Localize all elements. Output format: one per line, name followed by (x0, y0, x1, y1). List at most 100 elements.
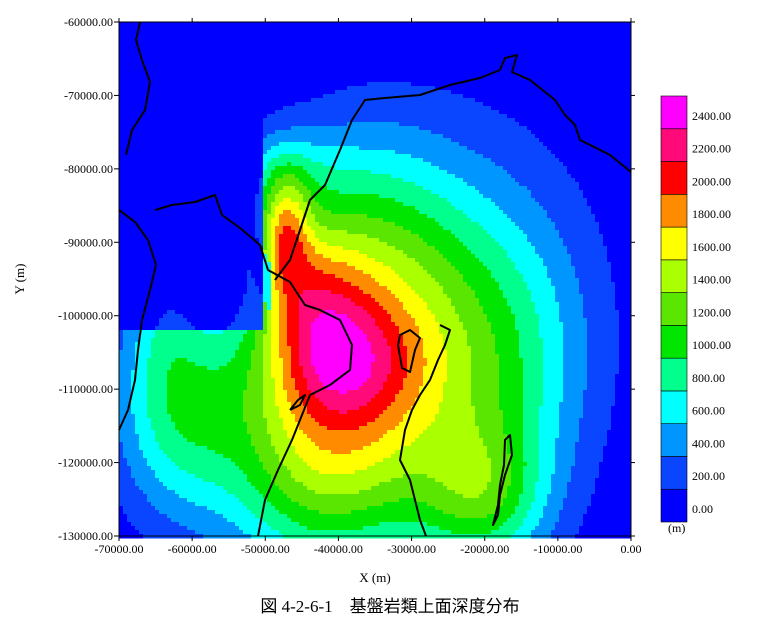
depth-cell (595, 106, 600, 111)
depth-cell (343, 30, 348, 35)
depth-cell (359, 142, 364, 147)
depth-cell (591, 118, 596, 123)
depth-cell (327, 66, 332, 71)
depth-cell (227, 130, 232, 135)
depth-cell (439, 58, 444, 63)
depth-cell (471, 58, 476, 63)
depth-cell (551, 82, 556, 87)
depth-cell (139, 90, 144, 95)
depth-cell (519, 142, 524, 147)
depth-cell (367, 86, 372, 91)
depth-cell (347, 118, 352, 123)
depth-cell (503, 46, 508, 51)
depth-cell (391, 58, 396, 63)
depth-cell (607, 114, 612, 119)
depth-cell (183, 130, 188, 135)
depth-cell (171, 110, 176, 115)
depth-cell (539, 34, 544, 39)
depth-cell (479, 98, 484, 103)
depth-cell (427, 34, 432, 39)
depth-cell (583, 122, 588, 127)
depth-cell (539, 146, 544, 151)
depth-cell (239, 82, 244, 87)
depth-cell (275, 106, 280, 111)
depth-cell (375, 38, 380, 43)
depth-cell (211, 142, 216, 147)
depth-cell (243, 26, 248, 31)
depth-cell (235, 170, 240, 175)
depth-cell (567, 34, 572, 39)
depth-cell (295, 174, 300, 179)
depth-cell (495, 38, 500, 43)
depth-cell (455, 22, 460, 27)
depth-cell (395, 118, 400, 123)
depth-cell (123, 102, 128, 107)
depth-cell (523, 94, 528, 99)
depth-cell (151, 130, 156, 135)
depth-cell (303, 90, 308, 95)
depth-cell (419, 50, 424, 55)
depth-cell (499, 70, 504, 75)
depth-cell (475, 22, 480, 27)
depth-cell (235, 30, 240, 35)
depth-cell (531, 78, 536, 83)
depth-cell (467, 70, 472, 75)
depth-cell (375, 22, 380, 27)
depth-cell (539, 50, 544, 55)
depth-cell (447, 126, 452, 131)
depth-cell (159, 86, 164, 91)
depth-cell (539, 74, 544, 79)
depth-cell (519, 54, 524, 59)
depth-cell (155, 150, 160, 155)
depth-cell (143, 122, 148, 127)
depth-cell (551, 158, 556, 163)
depth-cell (295, 166, 300, 171)
depth-cell (143, 134, 148, 139)
depth-cell (163, 154, 168, 159)
depth-cell (171, 22, 176, 27)
depth-cell (615, 146, 620, 151)
depth-cell (315, 130, 320, 135)
depth-cell (359, 118, 364, 123)
depth-cell (359, 22, 364, 27)
depth-cell (315, 106, 320, 111)
depth-cell (167, 26, 172, 31)
depth-cell (299, 110, 304, 115)
depth-cell (531, 130, 536, 135)
depth-cell (475, 42, 480, 47)
depth-cell (403, 126, 408, 131)
depth-cell (287, 174, 292, 179)
depth-cell (295, 62, 300, 67)
depth-cell (195, 74, 200, 79)
depth-cell (315, 38, 320, 43)
depth-cell (175, 114, 180, 119)
depth-cell (543, 54, 548, 59)
depth-cell (379, 138, 384, 143)
depth-cell (383, 38, 388, 43)
depth-cell (191, 46, 196, 51)
depth-cell (307, 50, 312, 55)
depth-cell (283, 70, 288, 75)
depth-cell (571, 58, 576, 63)
depth-cell (191, 126, 196, 131)
depth-cell (139, 102, 144, 107)
depth-cell (551, 142, 556, 147)
depth-cell (575, 162, 580, 167)
depth-cell (455, 98, 460, 103)
depth-cell (555, 82, 560, 87)
depth-cell (215, 82, 220, 87)
depth-cell (319, 170, 324, 175)
depth-cell (171, 38, 176, 43)
depth-cell (355, 126, 360, 131)
depth-cell (139, 26, 144, 31)
depth-cell (231, 166, 236, 171)
depth-cell (607, 122, 612, 127)
depth-cell (587, 114, 592, 119)
depth-cell (519, 150, 524, 155)
depth-cell (447, 146, 452, 151)
depth-cell (423, 154, 428, 159)
depth-cell (399, 142, 404, 147)
depth-cell (487, 82, 492, 87)
depth-cell (167, 174, 172, 179)
depth-cell (607, 86, 612, 91)
